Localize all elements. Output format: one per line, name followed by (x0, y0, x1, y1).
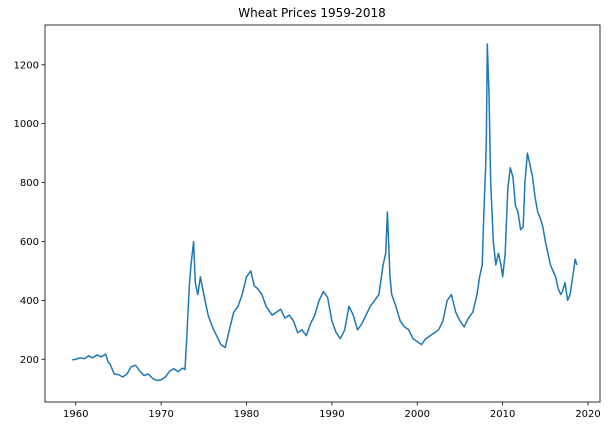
series-line (72, 43, 578, 382)
chart-title: Wheat Prices 1959-2018 (238, 6, 385, 20)
y-tick-label: 1000 (14, 119, 39, 130)
series-layer (72, 43, 578, 382)
x-tick-label: 1990 (319, 409, 344, 420)
x-tick-label: 1970 (148, 409, 173, 420)
axes: 1960 1970 1980 1990 2000 2010 2020 200 400 600 800… (14, 24, 601, 420)
x-tick-label: 2010 (490, 409, 515, 420)
y-tick-label: 200 (20, 355, 39, 366)
y-tick-label: 800 (20, 178, 39, 189)
y-tick-label: 600 (20, 237, 39, 248)
y-tick-label: 400 (20, 296, 39, 307)
plot-frame (44, 24, 601, 403)
x-tick-label: 1980 (234, 409, 259, 420)
y-tick-label: 1200 (14, 60, 39, 71)
x-tick-label: 2000 (405, 409, 430, 420)
x-tick-label: 1960 (63, 409, 88, 420)
x-tick-label: 2020 (575, 409, 600, 420)
